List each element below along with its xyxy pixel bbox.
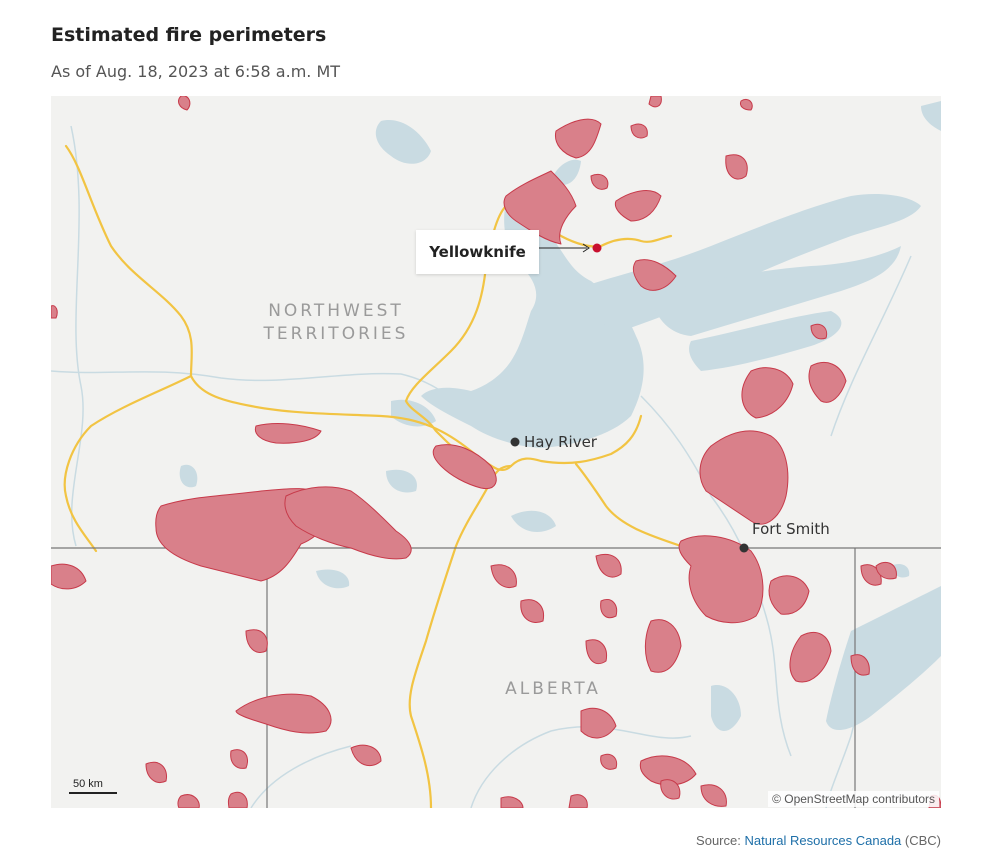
source-note: Source: Natural Resources Canada (CBC) — [696, 833, 941, 848]
region-label-nwt: NORTHWEST TERRITORIES — [256, 300, 416, 346]
source-suffix: (CBC) — [901, 833, 941, 848]
scale-bar: 50 km — [65, 777, 121, 797]
lakes — [179, 101, 941, 731]
yellowknife-callout: Yellowknife — [416, 230, 539, 274]
source-prefix: Source: — [696, 833, 745, 848]
chart-title: Estimated fire perimeters — [51, 24, 327, 46]
region-label-nwt-line1: NORTHWEST — [268, 301, 404, 321]
map-canvas — [51, 96, 941, 808]
fort-smith-marker — [739, 543, 749, 553]
hay-river-marker — [510, 437, 520, 447]
scale-line — [69, 792, 117, 794]
region-label-alberta: ALBERTA — [505, 679, 601, 699]
region-label-nwt-line2: TERRITORIES — [263, 324, 409, 344]
map-attribution: © OpenStreetMap contributors — [768, 791, 939, 807]
arrow-icon — [582, 243, 590, 253]
scale-label: 50 km — [73, 778, 103, 790]
fire-perimeters — [51, 96, 941, 808]
chart-subtitle: As of Aug. 18, 2023 at 6:58 a.m. MT — [51, 62, 341, 81]
city-label-hay-river: Hay River — [524, 433, 597, 451]
yellowknife-marker — [592, 243, 602, 253]
fire-map[interactable]: NORTHWEST TERRITORIES ALBERTA Yellowknif… — [51, 96, 941, 808]
city-markers — [510, 243, 749, 553]
city-label-fort-smith: Fort Smith — [752, 520, 830, 538]
source-link[interactable]: Natural Resources Canada — [744, 833, 902, 848]
